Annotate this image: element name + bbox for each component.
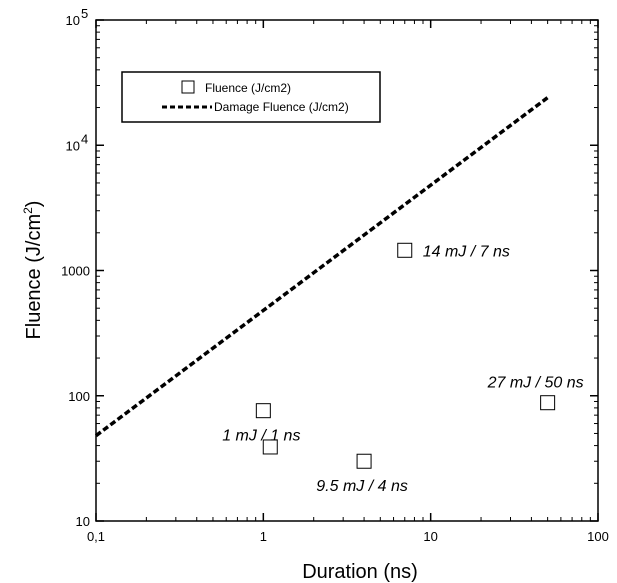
y-tick-label-exponent: 5: [81, 6, 88, 21]
x-tick-label: 100: [587, 529, 609, 544]
y-tick-label: 1000: [61, 264, 90, 279]
y-axis-label-main: Fluence (J/cm: [23, 214, 45, 340]
x-axis-ticks: 0,1 1 10 100: [87, 20, 609, 544]
fluence-point-2: [262, 439, 278, 455]
x-axis-label: Duration (ns): [302, 561, 418, 583]
x-tick-label: 10: [423, 529, 437, 544]
legend: Fluence (J/cm2) Damage Fluence (J/cm2): [121, 71, 381, 123]
y-axis-label: Fluence (J/cm2): [21, 201, 45, 340]
series-layer: [94, 96, 556, 469]
y-tick-label: 100: [68, 389, 90, 404]
fluence-point-1: [255, 403, 271, 419]
point-annotation-1: 1 mJ / 1 ns: [222, 428, 300, 445]
fluence-point-4: [397, 242, 413, 258]
point-annotation-3: 14 mJ / 7 ns: [423, 243, 510, 260]
y-tick-label: 10: [66, 138, 80, 153]
legend-marker-fluence: [181, 80, 195, 94]
legend-label-fluence: Fluence (J/cm2): [205, 81, 291, 95]
y-axis-label-tail: ): [23, 201, 45, 208]
x-tick-label: 0,1: [87, 529, 105, 544]
y-tick-label: 10: [66, 13, 80, 28]
damage-fluence-line: [94, 96, 549, 438]
fluence-point-3: [356, 453, 372, 469]
fluence-point-5: [540, 395, 556, 411]
x-tick-label: 1: [260, 529, 267, 544]
annotation-layer: 1 mJ / 1 ns 9.5 mJ / 4 ns 14 mJ / 7 ns 27 m…: [222, 243, 583, 495]
legend-box: [121, 71, 381, 123]
y-tick-label-exponent: 4: [81, 131, 88, 146]
point-annotation-2: 9.5 mJ / 4 ns: [316, 478, 408, 495]
y-tick-label: 10: [76, 514, 90, 529]
point-annotation-4: 27 mJ / 50 ns: [487, 375, 584, 392]
legend-label-damage: Damage Fluence (J/cm2): [214, 100, 349, 114]
y-axis-label-superscript: 2: [21, 207, 35, 214]
